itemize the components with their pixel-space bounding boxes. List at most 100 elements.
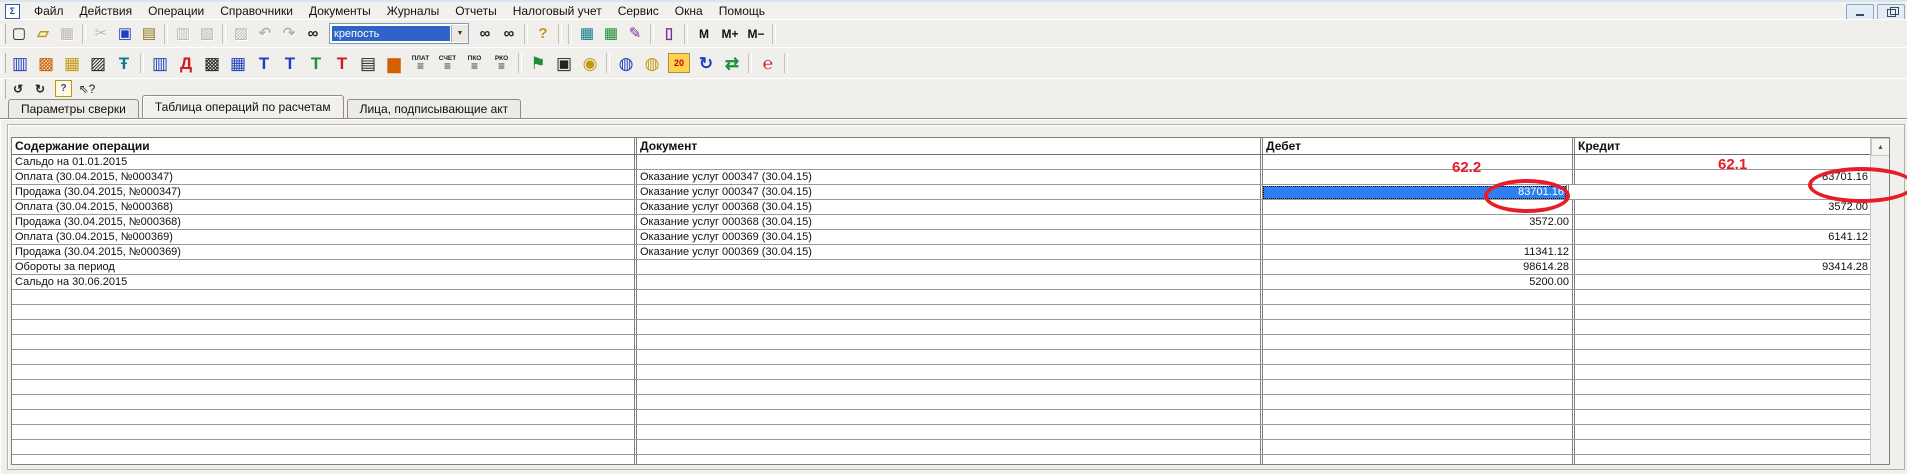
menu-service[interactable]: Сервис <box>617 4 659 18</box>
minimize-button[interactable] <box>1846 4 1874 20</box>
calendar-20-icon[interactable]: 20 <box>668 53 690 73</box>
print-preview-icon[interactable]: ▧ <box>199 25 215 42</box>
undo-icon[interactable]: ↶ <box>258 25 272 42</box>
t-card-plus-icon[interactable]: Т <box>284 53 296 73</box>
column-header-credit[interactable]: Кредит <box>1572 138 1871 154</box>
cell-document[interactable]: Оказание услуг 000369 (30.04.15) <box>634 230 1260 244</box>
find-next-icon[interactable]: ∞ <box>479 25 491 42</box>
menu-documents[interactable]: Документы <box>308 4 371 18</box>
help-doc-icon[interactable]: ? <box>55 80 72 97</box>
cell-credit[interactable]: 93414.28 <box>1572 260 1871 274</box>
cut-icon[interactable]: ✂ <box>94 25 108 42</box>
cell-operation[interactable]: Оплата (30.04.2015, №000369) <box>15 231 173 243</box>
cash-receipt-icon[interactable]: ПКО <box>461 50 488 76</box>
toolbar-grip[interactable] <box>1 78 6 99</box>
cell-credit[interactable] <box>1572 275 1871 289</box>
menu-references[interactable]: Справочники <box>220 4 293 18</box>
menu-tax-accounting[interactable]: Налоговый учет <box>512 4 602 18</box>
table-row[interactable]: Продажа (30.04.2015, №000368) Оказание у… <box>12 215 1871 230</box>
table-row[interactable]: Обороты за период 98614.28 93414.28 <box>12 260 1871 275</box>
cell-credit[interactable]: 3572.00 <box>1572 200 1871 214</box>
cell-credit[interactable] <box>1572 245 1871 259</box>
payment-order-icon[interactable]: ПЛАТ <box>407 50 434 76</box>
search-input[interactable]: крепость <box>332 26 450 41</box>
chess-report-icon[interactable]: ▩ <box>203 53 221 73</box>
turnover-report-icon[interactable]: ▦ <box>229 53 247 73</box>
table-row-empty[interactable] <box>12 305 1871 320</box>
memory-add-button[interactable]: M+ <box>721 26 739 41</box>
cell-debit[interactable]: 98614.28 <box>1260 260 1572 274</box>
assistant-icon[interactable]: Ŧ <box>118 53 130 73</box>
cell-debit[interactable] <box>1260 230 1572 244</box>
new-document-icon[interactable]: ▢ <box>11 25 27 42</box>
table-row-empty[interactable] <box>12 455 1871 464</box>
prev-section-icon[interactable]: ↺ <box>12 81 24 96</box>
view-icon[interactable]: ▨ <box>233 25 249 42</box>
cell-document[interactable]: Оказание услуг 000347 (30.04.15) <box>634 170 1260 184</box>
search-combobox[interactable]: крепость ▼ <box>329 23 469 44</box>
table-row-empty[interactable] <box>12 365 1871 380</box>
find-prev-icon[interactable]: ∞ <box>503 25 515 42</box>
cash-expense-icon[interactable]: РКО <box>488 50 515 76</box>
cell-debit-selected[interactable]: 83701.16 <box>1260 185 1566 199</box>
menu-journals[interactable]: Журналы <box>386 4 440 18</box>
table-row-empty[interactable] <box>12 395 1871 410</box>
entries-icon[interactable]: Д <box>179 53 193 73</box>
internet-globe-icon[interactable]: ◍ <box>618 53 634 73</box>
cell-document[interactable]: Оказание услуг 000368 (30.04.15) <box>634 200 1260 214</box>
help-icon[interactable]: ? <box>538 25 548 42</box>
menu-operations[interactable]: Операции <box>148 4 205 18</box>
calculator-icon[interactable]: ▦ <box>579 25 595 42</box>
open-icon[interactable]: ▱ <box>37 25 49 42</box>
restore-button[interactable] <box>1877 4 1905 20</box>
table-row-empty[interactable] <box>12 335 1871 350</box>
cell-document[interactable]: Оказание услуг 000369 (30.04.15) <box>634 245 1260 259</box>
print-icon[interactable]: ▥ <box>175 25 191 42</box>
paste-icon[interactable]: ▤ <box>141 25 157 42</box>
cell-debit[interactable] <box>1260 200 1572 214</box>
cd-help-icon[interactable]: ◉ <box>582 53 598 73</box>
table-row-empty[interactable] <box>12 425 1871 440</box>
find-icon[interactable]: ∞ <box>307 25 319 42</box>
update-icon[interactable]: ↻ <box>698 53 714 73</box>
database-globe-icon[interactable]: ◍ <box>644 53 660 73</box>
context-help-icon[interactable]: ⇖? <box>78 81 96 96</box>
cell-credit[interactable] <box>1572 155 1871 169</box>
memory-subtract-button[interactable]: M− <box>747 26 765 41</box>
table-row-selected[interactable]: Продажа (30.04.2015, №000347) Оказание у… <box>12 185 1871 200</box>
cell-document[interactable] <box>634 260 1260 274</box>
cell-debit[interactable]: 3572.00 <box>1260 215 1572 229</box>
guide-signpost-icon[interactable]: ⚑ <box>530 53 546 73</box>
memory-recall-button[interactable]: M <box>699 26 709 41</box>
table-row-empty[interactable] <box>12 440 1871 455</box>
tab-reconciliation-params[interactable]: Параметры сверки <box>8 99 139 118</box>
table-row[interactable]: Продажа (30.04.2015, №000369) Оказание у… <box>12 245 1871 260</box>
journal-entries-icon[interactable]: ▥ <box>151 53 169 73</box>
cell-document[interactable] <box>634 275 1260 289</box>
menu-reports[interactable]: Отчеты <box>455 4 497 18</box>
cell-credit[interactable] <box>1566 185 1871 199</box>
selected-cell-value[interactable]: 83701.16 <box>1263 185 1566 199</box>
cell-document[interactable]: Оказание услуг 000347 (30.04.15) <box>634 185 1260 199</box>
column-header-debit[interactable]: Дебет <box>1260 138 1572 154</box>
cell-debit[interactable]: 11341.12 <box>1260 245 1572 259</box>
report-chart-icon[interactable]: ▆ <box>387 53 401 73</box>
cell-debit[interactable] <box>1260 155 1572 169</box>
cell-operation[interactable]: Продажа (30.04.2015, №000368) <box>15 216 181 228</box>
next-section-icon[interactable]: ↻ <box>34 81 46 96</box>
table-row[interactable]: Оплата (30.04.2015, №000368) Оказание ус… <box>12 200 1871 215</box>
toolbar-grip[interactable] <box>1 53 6 73</box>
cell-debit[interactable]: 5200.00 <box>1260 275 1572 289</box>
table-row[interactable]: Оплата (30.04.2015, №000369) Оказание ус… <box>12 230 1871 245</box>
table-row-empty[interactable] <box>12 320 1871 335</box>
operations-cube-icon[interactable]: ▩ <box>37 53 55 73</box>
formula-icon[interactable]: ✎ <box>628 25 642 42</box>
copy-icon[interactable]: ▣ <box>117 25 133 42</box>
menu-actions[interactable]: Действия <box>79 4 133 18</box>
cell-credit[interactable]: 6141.12 <box>1572 230 1871 244</box>
column-header-operation[interactable]: Содержание операции <box>15 139 150 153</box>
cell-operation[interactable]: Продажа (30.04.2015, №000347) <box>15 186 181 198</box>
scroll-up-icon[interactable]: ▲ <box>1871 138 1889 156</box>
t-card-green-icon[interactable]: Т <box>310 53 322 73</box>
cell-credit[interactable] <box>1572 215 1871 229</box>
